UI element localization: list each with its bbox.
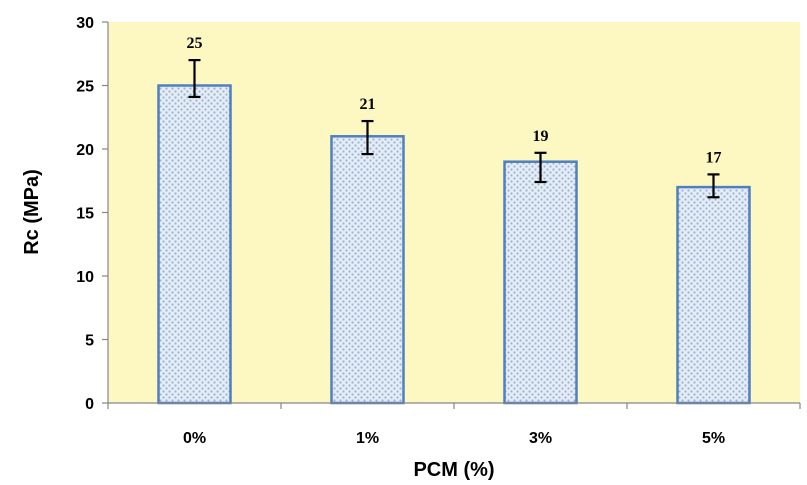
error-bar-2: [534, 151, 547, 184]
y-tick-label-4: 20: [76, 142, 94, 159]
bar-2: [503, 160, 578, 405]
bar-0: [157, 84, 232, 405]
x-tick-label-1: 1%: [356, 430, 379, 447]
y-tick-label-2: 10: [76, 269, 94, 286]
data-label-3: 17: [706, 149, 722, 166]
bar-3: [676, 185, 751, 405]
bar-1: [330, 135, 405, 405]
x-axis-title: PCM (%): [413, 459, 494, 481]
y-tick-label-1: 5: [85, 333, 94, 350]
x-tick-label-3: 5%: [702, 430, 725, 447]
y-axis-title: Rc (MPa): [21, 169, 43, 255]
data-label-2: 19: [533, 128, 549, 145]
y-tick-label-3: 15: [76, 206, 94, 223]
x-tick-label-0: 0%: [183, 430, 206, 447]
x-tick-label-2: 3%: [529, 430, 552, 447]
data-label-0: 25: [187, 35, 203, 52]
error-bar-1: [361, 119, 374, 156]
error-bar-3: [707, 173, 720, 199]
error-bar-0: [188, 58, 201, 99]
y-tick-label-6: 30: [76, 15, 94, 32]
data-label-1: 21: [360, 96, 376, 113]
y-tick-label-5: 25: [76, 79, 94, 96]
y-tick-label-0: 0: [85, 396, 94, 413]
